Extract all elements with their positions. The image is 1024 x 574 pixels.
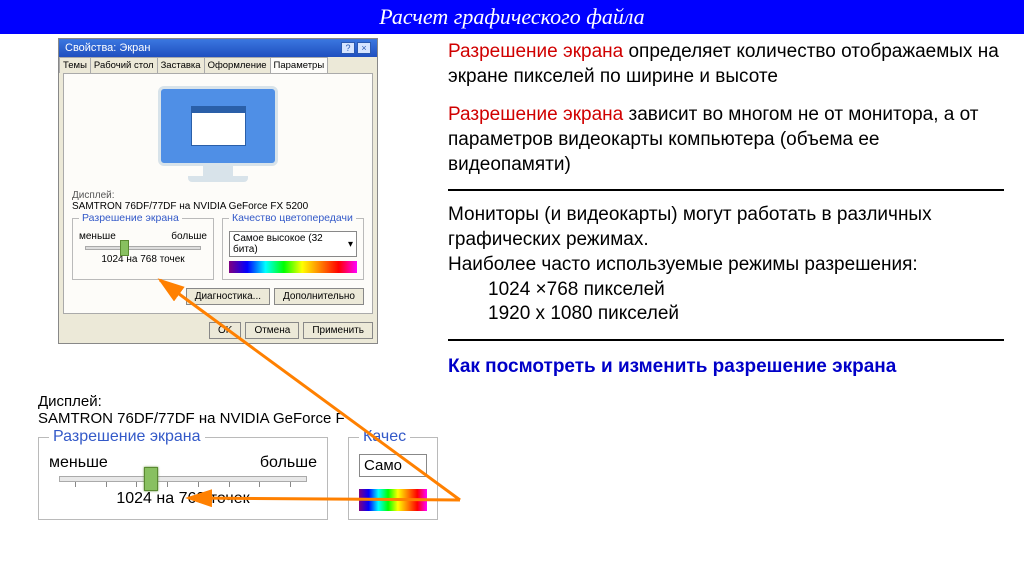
apply-button[interactable]: Применить: [303, 322, 373, 339]
quality-combobox[interactable]: Самое высокое (32 бита) ▾: [229, 231, 357, 257]
help-icon[interactable]: ?: [341, 42, 355, 54]
zoom-resolution-group: Разрешение экрана меньше больше 1024 на …: [38, 437, 328, 520]
quality-group-label: Качество цветопередачи: [229, 212, 356, 224]
diagnostics-button[interactable]: Диагностика...: [186, 288, 270, 305]
tab-screensaver[interactable]: Заставка: [157, 57, 205, 73]
slider-min-label: меньше: [79, 231, 116, 242]
zoom-quality-group: Качес Само: [348, 437, 438, 520]
resolution-group-label: Разрешение экрана: [79, 212, 182, 224]
zoom-display-value: SAMTRON 76DF/77DF на NVIDIA GeForce F: [38, 410, 458, 427]
tab-themes[interactable]: Темы: [59, 57, 91, 73]
quality-value: Самое высокое (32 бита): [233, 233, 348, 255]
zoom-resolution-value: 1024 на 768 точек: [49, 490, 317, 508]
dialog-title-text: Свойства: Экран: [65, 42, 150, 54]
chevron-down-icon: ▾: [348, 239, 353, 250]
p3-line1: Мониторы (и видеокарты) могут работать в…: [448, 204, 932, 250]
cancel-button[interactable]: Отмена: [245, 322, 299, 339]
paragraph-2: Разрешение экрана зависит во многом не о…: [448, 103, 1004, 177]
dialog-titlebar[interactable]: Свойства: Экран ? ×: [59, 39, 377, 57]
paragraph-1: Разрешение экрана определяет количество …: [448, 40, 1004, 89]
paragraph-4: Как посмотреть и изменить разрешение экр…: [448, 355, 1004, 380]
p3-res1: 1024 ×768 пикселей: [448, 278, 1004, 303]
monitor-stand-icon: [203, 166, 233, 176]
p3-res2: 1920 х 1080 пикселей: [448, 302, 1004, 327]
zoom-resolution-slider[interactable]: [59, 476, 307, 482]
zoom-slider-min-label: меньше: [49, 454, 108, 472]
slide-title: Расчет графического файла: [0, 0, 1024, 34]
resolution-slider[interactable]: [85, 246, 201, 250]
dialog-buttons: OK Отмена Применить: [59, 318, 377, 343]
zoom-slider-thumb-icon[interactable]: [144, 467, 158, 491]
p2-highlight: Разрешение экрана: [448, 104, 623, 125]
close-icon[interactable]: ×: [357, 42, 371, 54]
advanced-button[interactable]: Дополнительно: [274, 288, 364, 305]
tab-desktop[interactable]: Рабочий стол: [90, 57, 158, 73]
resolution-group: Разрешение экрана меньше больше 1024 на …: [72, 218, 214, 280]
zoom-quality-group-label: Качес: [359, 428, 410, 446]
display-value: SAMTRON 76DF/77DF на NVIDIA GeForce FX 5…: [72, 201, 364, 212]
zoom-resolution-group-label: Разрешение экрана: [49, 428, 205, 446]
tab-appearance[interactable]: Оформление: [204, 57, 271, 73]
resolution-value: 1024 на 768 точек: [79, 254, 207, 265]
monitor-preview: [72, 82, 364, 190]
window-controls: ? ×: [341, 42, 371, 54]
monitor-base-icon: [188, 176, 248, 182]
divider-2: [448, 339, 1004, 341]
zoom-quality-combobox[interactable]: Само: [359, 454, 427, 477]
display-label: Дисплей:: [72, 190, 364, 201]
dialog-tabs: Темы Рабочий стол Заставка Оформление Па…: [59, 57, 377, 73]
p3-line2: Наиболее часто используемые режимы разре…: [448, 254, 918, 275]
divider-1: [448, 189, 1004, 191]
tab-settings[interactable]: Параметры: [270, 57, 329, 73]
right-column: Разрешение экрана определяет количество …: [448, 40, 1004, 380]
zoom-slider-max-label: больше: [260, 454, 317, 472]
quality-group: Качество цветопередачи Самое высокое (32…: [222, 218, 364, 280]
properties-dialog: Свойства: Экран ? × Темы Рабочий стол За…: [58, 38, 378, 344]
slider-thumb-icon[interactable]: [120, 240, 129, 256]
p1-highlight: Разрешение экрана: [448, 41, 623, 62]
monitor-screen-icon: [158, 86, 278, 166]
paragraph-3: Мониторы (и видеокарты) могут работать в…: [448, 203, 1004, 326]
ok-button[interactable]: OK: [209, 322, 241, 339]
zoom-display-label: Дисплей:: [38, 393, 458, 410]
color-spectrum-icon: [229, 261, 357, 273]
zoom-panel: Дисплей: SAMTRON 76DF/77DF на NVIDIA GeF…: [38, 393, 458, 520]
slider-max-label: больше: [171, 231, 207, 242]
zoom-color-spectrum-icon: [359, 489, 427, 511]
left-column: Свойства: Экран ? × Темы Рабочий стол За…: [58, 38, 408, 344]
tab-body: Дисплей: SAMTRON 76DF/77DF на NVIDIA GeF…: [63, 73, 373, 314]
window-preview-icon: [191, 106, 246, 146]
